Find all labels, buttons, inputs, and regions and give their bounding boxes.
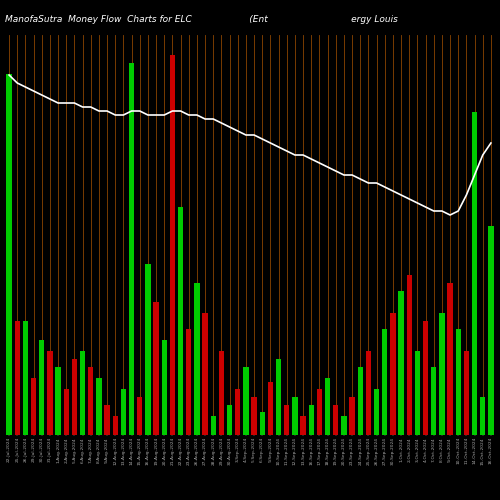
Bar — [170, 55, 175, 435]
Bar — [382, 328, 388, 435]
Bar — [252, 397, 256, 435]
Bar — [284, 404, 290, 435]
Bar — [48, 352, 52, 435]
Bar — [317, 390, 322, 435]
Bar — [6, 74, 12, 435]
Bar — [366, 352, 371, 435]
Bar — [268, 382, 273, 435]
Bar — [202, 314, 207, 435]
Bar — [480, 397, 486, 435]
Bar — [129, 62, 134, 435]
Bar — [440, 314, 444, 435]
Bar — [292, 397, 298, 435]
Bar — [104, 404, 110, 435]
Bar — [488, 226, 494, 435]
Bar — [31, 378, 36, 435]
Bar — [235, 390, 240, 435]
Bar — [260, 412, 265, 435]
Bar — [423, 321, 428, 435]
Bar — [448, 283, 452, 435]
Bar — [80, 352, 85, 435]
Bar — [300, 416, 306, 435]
Bar — [350, 397, 354, 435]
Bar — [219, 352, 224, 435]
Text: ManofaSutra  Money Flow  Charts for ELC                    (Ent                 : ManofaSutra Money Flow Charts for ELC (E… — [5, 15, 398, 24]
Bar — [96, 378, 102, 435]
Bar — [137, 397, 142, 435]
Bar — [64, 390, 69, 435]
Bar — [333, 404, 338, 435]
Bar — [431, 366, 436, 435]
Bar — [178, 207, 183, 435]
Bar — [88, 366, 94, 435]
Bar — [227, 404, 232, 435]
Bar — [162, 340, 167, 435]
Bar — [121, 390, 126, 435]
Bar — [14, 321, 20, 435]
Bar — [398, 290, 404, 435]
Bar — [415, 352, 420, 435]
Bar — [456, 328, 461, 435]
Bar — [464, 352, 469, 435]
Bar — [276, 359, 281, 435]
Bar — [194, 283, 200, 435]
Bar — [146, 264, 150, 435]
Bar — [342, 416, 346, 435]
Bar — [112, 416, 118, 435]
Bar — [186, 328, 192, 435]
Bar — [39, 340, 44, 435]
Bar — [23, 321, 28, 435]
Bar — [72, 359, 77, 435]
Bar — [210, 416, 216, 435]
Bar — [374, 390, 379, 435]
Bar — [308, 404, 314, 435]
Bar — [358, 366, 363, 435]
Bar — [154, 302, 158, 435]
Bar — [406, 276, 412, 435]
Bar — [390, 314, 396, 435]
Bar — [56, 366, 60, 435]
Bar — [472, 112, 477, 435]
Bar — [325, 378, 330, 435]
Bar — [244, 366, 248, 435]
